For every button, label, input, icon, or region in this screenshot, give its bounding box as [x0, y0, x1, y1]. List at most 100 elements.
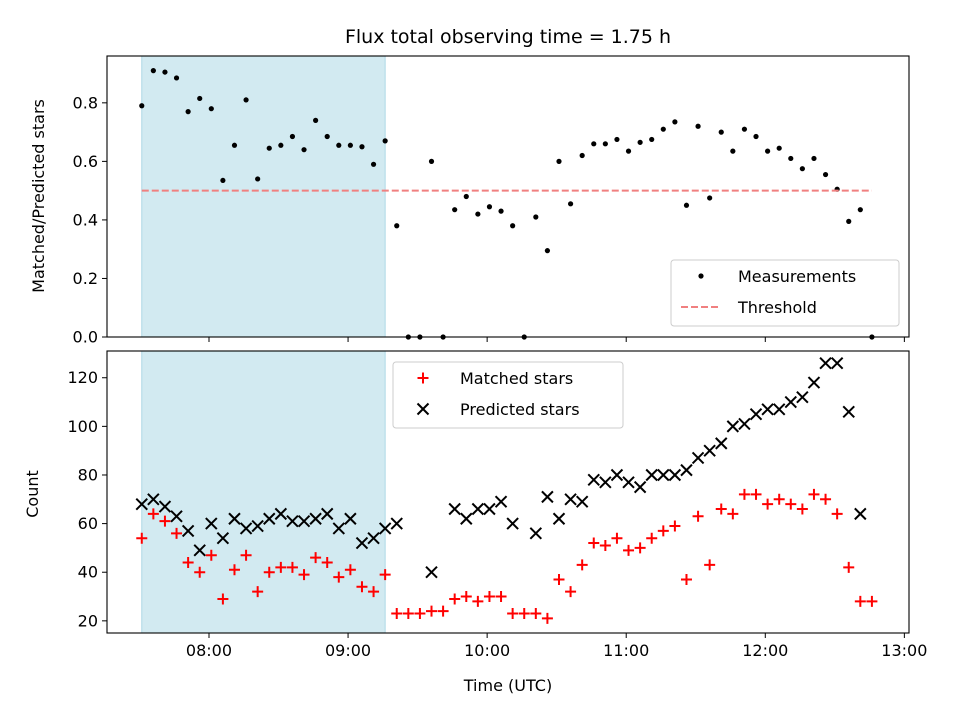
- y-tick-label: 100: [67, 417, 98, 436]
- data-point: [645, 468, 658, 482]
- data-point: [332, 522, 345, 535]
- data-point: [359, 144, 365, 150]
- data-point: [252, 586, 264, 598]
- legend-entry-label: Measurements: [738, 267, 856, 286]
- data-point: [426, 605, 438, 617]
- data-point: [298, 569, 310, 581]
- bottom-panel-counts: 20 40 60 80 100 120 08:00 09:00 10:00 11:00 12:00 1…: [67, 350, 927, 660]
- data-point: [162, 69, 168, 75]
- data-point: [310, 552, 322, 564]
- legend-box: [670, 259, 900, 327]
- legend-entry-label: Matched stars: [460, 369, 573, 388]
- data-point: [150, 68, 156, 74]
- data-point: [857, 207, 863, 213]
- data-point: [599, 476, 612, 489]
- data-point: [173, 75, 180, 81]
- data-point: [749, 407, 763, 421]
- data-point: [278, 142, 284, 148]
- data-point: [452, 207, 458, 213]
- data-point: [205, 549, 217, 561]
- legend-entry-label: Threshold: [737, 298, 817, 317]
- data-point: [846, 218, 852, 224]
- data-point: [649, 136, 655, 143]
- data-point: [625, 148, 632, 154]
- data-point: [785, 498, 797, 510]
- top-panel-ratio: 0.0 0.2 0.4 0.6 0.8 Measurements Threshold: [73, 55, 910, 347]
- data-point: [533, 214, 539, 220]
- y-tick-label: 80: [78, 465, 98, 484]
- data-point: [428, 158, 435, 164]
- y-tick-label: 0.2: [73, 269, 98, 288]
- data-point: [565, 586, 577, 598]
- data-point: [205, 517, 218, 530]
- y-tick-label: 60: [78, 514, 98, 533]
- data-point: [588, 537, 600, 549]
- data-point: [181, 524, 195, 538]
- data-point: [510, 223, 516, 229]
- data-point: [472, 595, 484, 607]
- data-point: [263, 566, 275, 578]
- chart-title: Flux total observing time = 1.75 h: [345, 26, 671, 48]
- data-point: [807, 376, 821, 389]
- data-point: [796, 390, 809, 404]
- data-point: [854, 595, 866, 607]
- data-point: [564, 493, 577, 506]
- legend: Matched stars Predicted stars: [392, 361, 624, 429]
- data-point: [575, 495, 589, 508]
- data-point: [718, 129, 724, 135]
- data-point: [263, 512, 276, 525]
- data-point: [390, 517, 403, 530]
- data-point: [611, 532, 623, 544]
- data-point: [333, 571, 345, 583]
- data-point: [382, 138, 388, 144]
- data-point: [449, 593, 461, 605]
- y-tick-label: 20: [78, 611, 98, 630]
- data-point: [356, 581, 368, 593]
- data-point: [185, 109, 191, 115]
- data-point: [602, 141, 608, 147]
- data-point: [761, 403, 774, 416]
- data-point: [591, 141, 597, 147]
- data-point: [738, 488, 750, 500]
- x-tick-label: 13:00: [881, 641, 927, 660]
- x-tick-label: 10:00: [464, 641, 510, 660]
- data-point: [637, 139, 643, 145]
- data-point: [394, 223, 400, 229]
- data-point: [460, 591, 472, 603]
- data-point: [614, 136, 620, 143]
- data-point: [831, 508, 843, 520]
- data-point: [414, 608, 426, 620]
- data-point: [576, 559, 588, 571]
- data-point: [657, 525, 669, 537]
- data-point: [556, 158, 562, 164]
- data-point: [799, 166, 805, 172]
- shaded-observing-interval: [141, 351, 386, 633]
- series-predicted-stars: [135, 356, 867, 579]
- data-point: [633, 480, 647, 494]
- data-point: [216, 531, 230, 545]
- data-point: [498, 208, 504, 214]
- data-point: [646, 532, 658, 544]
- data-point: [471, 502, 485, 516]
- y-tick-label: 120: [67, 368, 98, 387]
- x-tick-label: 12:00: [742, 641, 788, 660]
- data-point: [324, 133, 330, 140]
- data-point: [811, 155, 817, 162]
- data-point: [544, 248, 551, 254]
- data-point: [240, 549, 252, 561]
- data-point: [182, 557, 194, 568]
- data-point: [707, 195, 713, 201]
- y-tick-label: 0.6: [73, 152, 98, 171]
- data-point: [344, 512, 357, 525]
- data-point: [854, 507, 867, 521]
- data-point: [715, 437, 728, 450]
- bottom-y-axis-label: Count: [23, 470, 42, 518]
- data-point: [579, 152, 585, 159]
- data-point: [344, 564, 356, 576]
- data-point: [220, 177, 226, 184]
- data-point: [251, 519, 264, 533]
- data-point: [136, 532, 148, 544]
- data-point: [494, 495, 508, 508]
- plot-frame: [106, 55, 910, 338]
